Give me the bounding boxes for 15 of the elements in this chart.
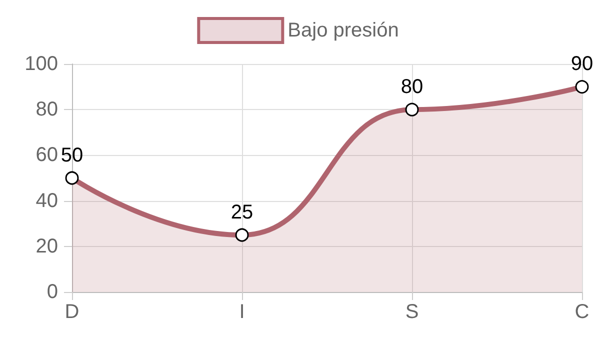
x-tick-label: I (239, 301, 245, 323)
legend-label: Bajo presión (288, 20, 399, 42)
y-tick-label: 40 (36, 190, 58, 212)
x-tick-label: S (405, 301, 419, 323)
x-tick-label: D (64, 301, 80, 323)
y-tick-label: 100 (24, 53, 58, 75)
data-label: 25 (230, 201, 254, 224)
y-tick-label: 0 (46, 281, 58, 303)
data-label: 90 (570, 53, 594, 76)
y-tick-label: 20 (36, 235, 58, 258)
y-tick-label: 80 (36, 98, 58, 121)
x-tick-label: C (574, 301, 590, 323)
data-label: 50 (60, 144, 84, 166)
y-tick-label: 60 (36, 144, 58, 166)
data-label: 80 (400, 76, 424, 98)
